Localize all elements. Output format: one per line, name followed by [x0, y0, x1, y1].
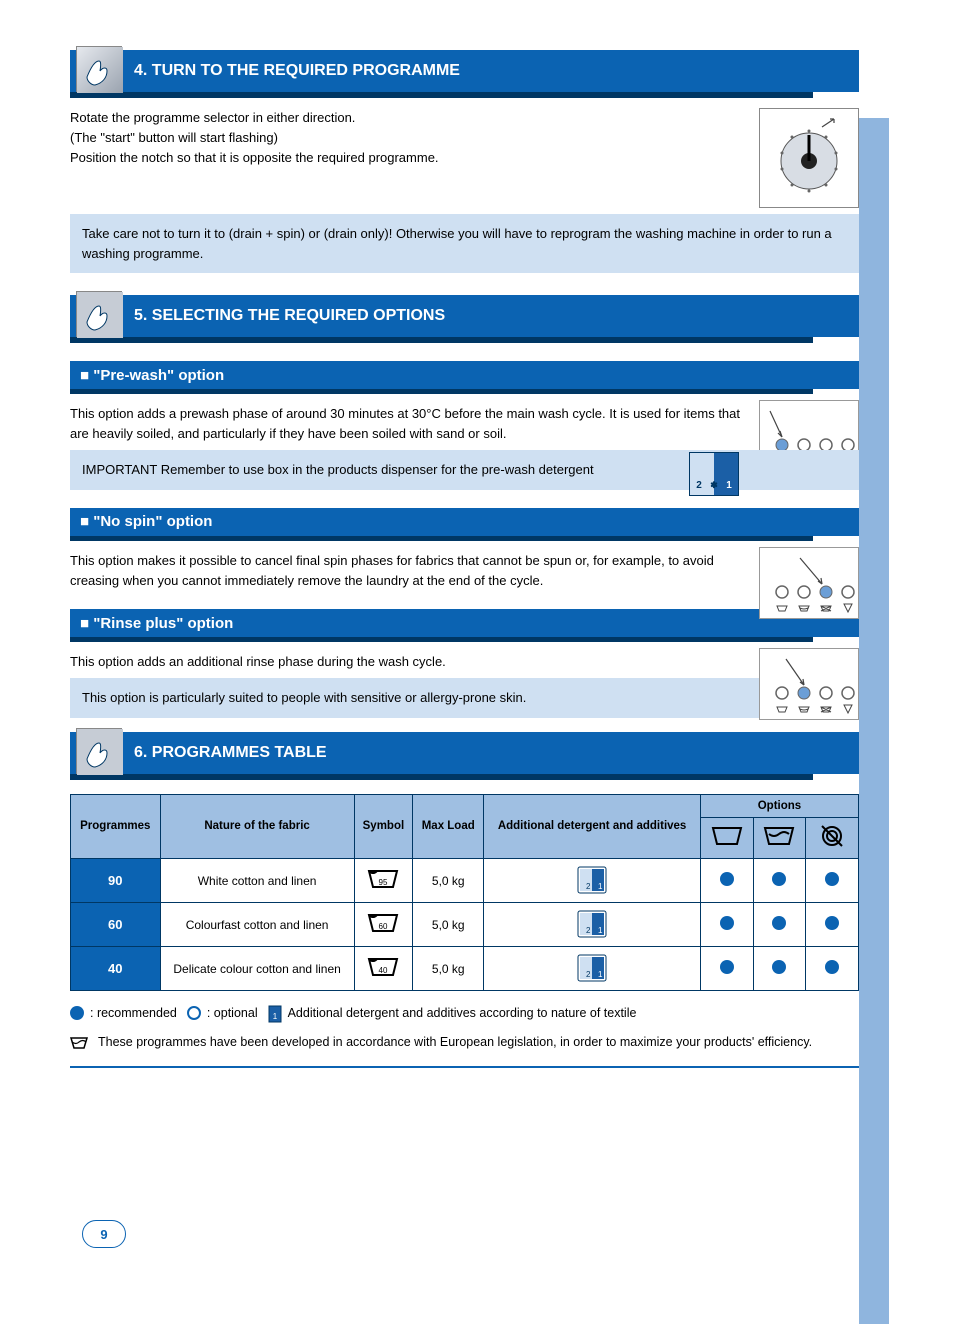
rinseplus-heading: ■ "Rinse plus" option [70, 609, 859, 637]
svg-text:60: 60 [379, 922, 388, 931]
cell-opt [700, 903, 753, 947]
svg-text:2: 2 [586, 882, 591, 891]
section-6-header: 6. PROGRAMMES TABLE [70, 732, 859, 774]
prewash-body: This option adds a prewash phase of arou… [70, 404, 859, 444]
cell-opt [753, 859, 806, 903]
right-margin-band [859, 118, 889, 1324]
th-opt-prewash [700, 818, 753, 859]
cell-detergent: 21 [484, 859, 701, 903]
section-6-underline [70, 774, 813, 780]
cell-opt [700, 859, 753, 903]
rinseplus-underline [70, 637, 813, 642]
cell-maxload: 5,0 kg [413, 859, 484, 903]
cell-nature: Colourfast cotton and linen [160, 903, 354, 947]
svg-text:2: 2 [586, 926, 591, 935]
cell-opt [806, 903, 859, 947]
programmes-table: Programmes Nature of the fabric Symbol M… [70, 794, 859, 992]
th-opt-nospin [806, 818, 859, 859]
caps-note-row: These programmes have been developed in … [70, 1033, 859, 1052]
table-row: 40 Delicate colour cotton and linen 40 5… [71, 947, 859, 991]
caps-note-text: These programmes have been developed in … [98, 1033, 812, 1052]
cell-prog: 40 [71, 947, 161, 991]
svg-text:40: 40 [379, 966, 388, 975]
prewash-underline [70, 389, 813, 394]
cell-opt [753, 947, 806, 991]
svg-text:95: 95 [379, 878, 388, 887]
nospin-button-illustration [759, 547, 859, 619]
prewash-note-a: IMPORTANT Remember to use box [82, 462, 289, 477]
cell-opt [753, 903, 806, 947]
table-row: 90 White cotton and linen 95 5,0 kg 21 [71, 859, 859, 903]
svg-text:1: 1 [598, 926, 603, 935]
footer-rule [70, 1066, 859, 1068]
th-prog: Programmes [71, 794, 161, 859]
nospin-underline [70, 536, 813, 541]
cell-detergent: 21 [484, 903, 701, 947]
cell-symbol: 60 [354, 903, 413, 947]
content-area: 4. TURN TO THE REQUIRED PROGRAMME Rotate… [70, 50, 859, 1284]
section-4-note: Take care not to turn it to (drain + spi… [70, 214, 859, 273]
cell-symbol: 40 [354, 947, 413, 991]
section-5-header: 5. SELECTING THE REQUIRED OPTIONS [70, 295, 859, 337]
dial-illustration [759, 108, 859, 208]
cell-opt [700, 947, 753, 991]
cell-nature: White cotton and linen [160, 859, 354, 903]
section-4-underline [70, 92, 813, 98]
prewash-heading: ■ "Pre-wash" option [70, 361, 859, 389]
svg-text:1: 1 [598, 970, 603, 979]
cell-nature: Delicate colour cotton and linen [160, 947, 354, 991]
prewash-note: IMPORTANT Remember to use box in the pro… [70, 450, 859, 490]
th-detergent: Additional detergent and additives [484, 794, 701, 859]
prewash-row: This option adds a prewash phase of arou… [70, 404, 859, 444]
cell-prog: 90 [71, 859, 161, 903]
table-row: 60 Colourfast cotton and linen 60 5,0 kg… [71, 903, 859, 947]
th-nature: Nature of the fabric [160, 794, 354, 859]
nospin-heading: ■ "No spin" option [70, 508, 859, 536]
section-4-line-b: (The "start" button will start flashing) [70, 128, 741, 148]
svg-text:1: 1 [598, 882, 603, 891]
legend-row: : recommended : optional 1 Additional de… [70, 1003, 859, 1023]
cell-prog: 60 [71, 903, 161, 947]
cell-maxload: 5,0 kg [413, 903, 484, 947]
th-symbol: Symbol [354, 794, 413, 859]
section-5-underline [70, 337, 813, 343]
th-maxload: Max Load [413, 794, 484, 859]
cell-maxload: 5,0 kg [413, 947, 484, 991]
legend-nature-label: Additional detergent and additives accor… [288, 1006, 637, 1020]
cell-detergent: 21 [484, 947, 701, 991]
cell-opt [806, 859, 859, 903]
tub-icon [70, 1036, 88, 1050]
cell-symbol: 95 [354, 859, 413, 903]
hand-icon [76, 46, 122, 92]
section-4-header: 4. TURN TO THE REQUIRED PROGRAMME [70, 50, 859, 92]
nospin-body: This option makes it possible to cancel … [70, 551, 859, 591]
cell-opt [806, 947, 859, 991]
section-4-title: 4. TURN TO THE REQUIRED PROGRAMME [134, 62, 460, 80]
section-6-title: 6. PROGRAMMES TABLE [134, 744, 327, 762]
section-4-body: Rotate the programme selector in either … [70, 108, 859, 273]
compartment-icon: 2✽1 [689, 452, 739, 496]
svg-text:2: 2 [586, 970, 591, 979]
rinseplus-button-illustration [759, 648, 859, 720]
prewash-note-b: in the products dispenser for the pre-wa… [292, 462, 593, 477]
rinseplus-note: This option is particularly suited to pe… [70, 678, 859, 718]
section-4-line-c: Position the notch so that it is opposit… [70, 148, 741, 168]
legend-optional: : optional [187, 1006, 258, 1020]
legend-recommended-label: : recommended [90, 1006, 177, 1020]
th-opt-rinse [753, 818, 806, 859]
hand-icon [76, 728, 122, 774]
section-4-line-a: Rotate the programme selector in either … [70, 108, 741, 128]
legend-recommended: : recommended [70, 1006, 177, 1020]
legend-optional-label: : optional [207, 1006, 258, 1020]
nospin-row: This option makes it possible to cancel … [70, 551, 859, 591]
section-5-title: 5. SELECTING THE REQUIRED OPTIONS [134, 307, 445, 325]
svg-text:1: 1 [272, 1012, 277, 1021]
legend-nature: 1 Additional detergent and additives acc… [268, 1003, 637, 1023]
rinseplus-row: This option adds an additional rinse pha… [70, 652, 859, 672]
page-number: 9 [82, 1220, 126, 1248]
page-root: 4. TURN TO THE REQUIRED PROGRAMME Rotate… [0, 0, 954, 1344]
th-options-group: Options [700, 794, 858, 817]
rinseplus-body: This option adds an additional rinse pha… [70, 652, 859, 672]
hand-icon [76, 291, 122, 337]
